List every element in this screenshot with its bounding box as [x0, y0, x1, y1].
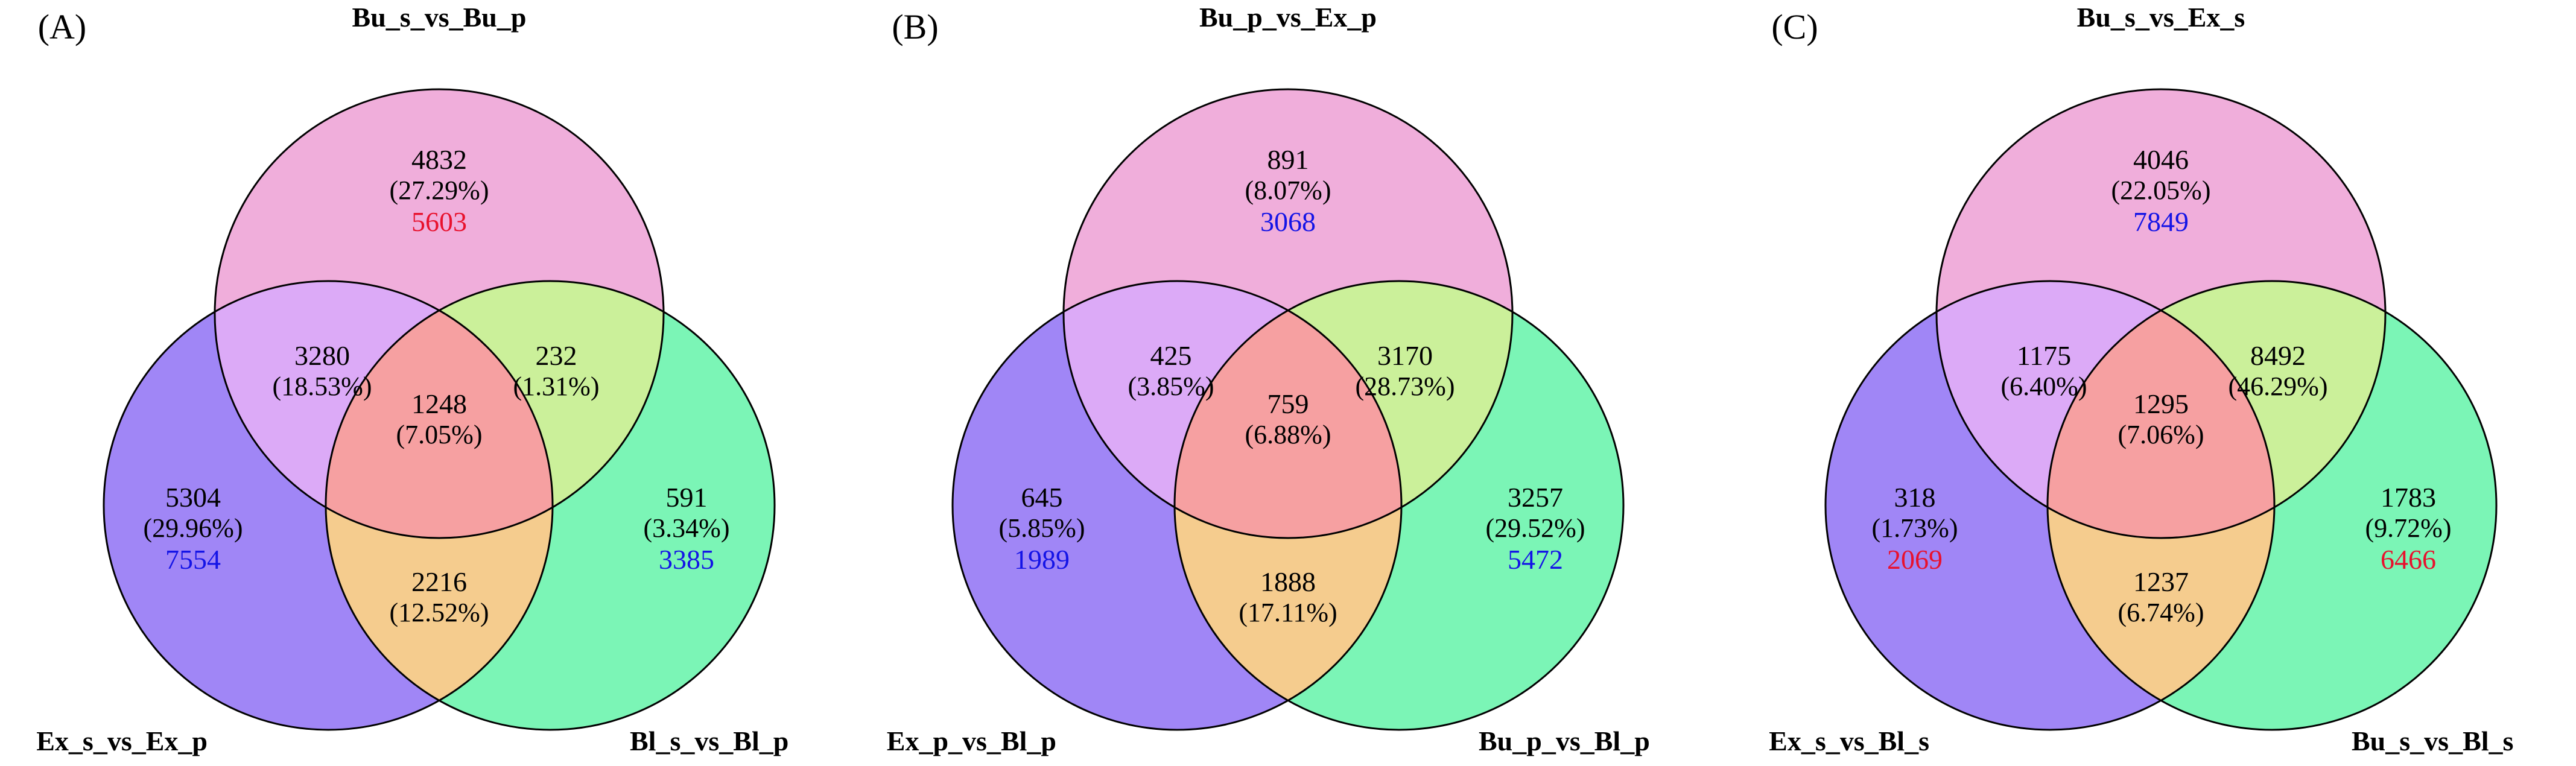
extra-count-top: 5603	[411, 206, 467, 237]
extra-count-right: 5472	[1508, 544, 1563, 575]
region-center	[2048, 281, 2274, 538]
circle-outline	[2046, 280, 2498, 731]
extra-count-top: 7849	[2133, 206, 2189, 237]
percent-top-left: (18.53%)	[273, 372, 372, 401]
count-top-left: 1175	[2017, 340, 2071, 371]
count-left-right: 1888	[1260, 566, 1316, 597]
circle-outline	[1173, 280, 1625, 731]
count-top-right: 3170	[1377, 340, 1433, 371]
count-top-left: 3280	[294, 340, 350, 371]
circle-outline	[1824, 280, 2276, 731]
region-center	[1175, 281, 1401, 538]
count-top: 4832	[411, 144, 467, 175]
circle-outline	[325, 280, 776, 731]
count-right: 1783	[2381, 482, 2436, 513]
percent-left: (29.96%)	[144, 513, 243, 543]
count-left-right: 2216	[411, 566, 467, 597]
count-left: 318	[1894, 482, 1936, 513]
extra-count-left: 2069	[1887, 544, 1943, 575]
extra-count-left: 7554	[165, 544, 221, 575]
count-top: 891	[1267, 144, 1309, 175]
set-label-top: Bu_s_vs_Bu_p	[352, 2, 527, 33]
count-center: 759	[1267, 388, 1309, 419]
percent-top-left: (6.40%)	[2001, 372, 2087, 401]
panel-label: (B)	[892, 7, 938, 46]
count-top-right: 8492	[2250, 340, 2306, 371]
percent-top: (22.05%)	[2111, 176, 2211, 205]
extra-count-right: 3385	[659, 544, 714, 575]
venn-panel-b: (B) Bu_p_vs_Ex_p Ex_p_vs_Bl_p Bu_p_vs_Bl_p 8…	[887, 2, 1650, 756]
percent-center: (6.88%)	[1245, 420, 1331, 449]
percent-center: (7.05%)	[396, 420, 483, 449]
panel-label: (A)	[38, 7, 87, 46]
circle-outline	[951, 280, 1403, 731]
circle-outline	[1935, 88, 2387, 539]
set-label-right: Bu_s_vs_Bl_s	[2352, 726, 2513, 756]
percent-left-right: (12.52%)	[390, 598, 489, 627]
panel-label: (C)	[1771, 7, 1818, 46]
percent-top-right: (28.73%)	[1356, 372, 1455, 401]
circle-outline	[103, 280, 554, 731]
percent-center: (7.06%)	[2118, 420, 2204, 449]
percent-left: (5.85%)	[999, 513, 1085, 543]
percent-left: (1.73%)	[1872, 513, 1958, 543]
extra-count-top: 3068	[1260, 206, 1316, 237]
percent-left-right: (17.11%)	[1239, 598, 1337, 627]
count-center: 1248	[411, 388, 467, 419]
set-label-left: Ex_s_vs_Bl_s	[1769, 726, 1929, 756]
set-label-top: Bu_p_vs_Ex_p	[1199, 2, 1377, 33]
count-top: 4046	[2133, 144, 2189, 175]
percent-right: (9.72%)	[2365, 513, 2452, 543]
set-label-top: Bu_s_vs_Ex_s	[2077, 2, 2245, 33]
count-right: 591	[666, 482, 708, 513]
count-right: 3257	[1508, 482, 1563, 513]
venn-panel-a: (A) Bu_s_vs_Bu_p Ex_s_vs_Ex_p Bl_s_vs_Bl_p 4…	[36, 2, 788, 756]
venn-panel-c: (C) Bu_s_vs_Ex_s Ex_s_vs_Bl_s Bu_s_vs_Bl_s 4…	[1769, 2, 2513, 756]
percent-left-right: (6.74%)	[2118, 598, 2204, 627]
circle-outline	[1062, 88, 1514, 539]
percent-top: (8.07%)	[1245, 176, 1331, 205]
circle-outline	[214, 88, 665, 539]
count-left: 5304	[165, 482, 221, 513]
set-label-left: Ex_p_vs_Bl_p	[887, 726, 1056, 756]
extra-count-left: 1989	[1014, 544, 1070, 575]
percent-top-left: (3.85%)	[1128, 372, 1214, 401]
count-left-right: 1237	[2133, 566, 2189, 597]
percent-top-right: (46.29%)	[2229, 372, 2328, 401]
percent-right: (29.52%)	[1486, 513, 1585, 543]
count-left: 645	[1021, 482, 1063, 513]
count-top-left: 425	[1150, 340, 1192, 371]
percent-right: (3.34%)	[644, 513, 730, 543]
percent-top: (27.29%)	[390, 176, 489, 205]
set-label-right: Bu_p_vs_Bl_p	[1479, 726, 1650, 756]
set-label-right: Bl_s_vs_Bl_p	[630, 726, 788, 756]
extra-count-right: 6466	[2381, 544, 2436, 575]
region-center	[326, 281, 553, 538]
count-top-right: 232	[536, 340, 577, 371]
percent-top-right: (1.31%)	[513, 372, 600, 401]
set-label-left: Ex_s_vs_Ex_p	[36, 726, 208, 756]
count-center: 1295	[2133, 388, 2189, 419]
